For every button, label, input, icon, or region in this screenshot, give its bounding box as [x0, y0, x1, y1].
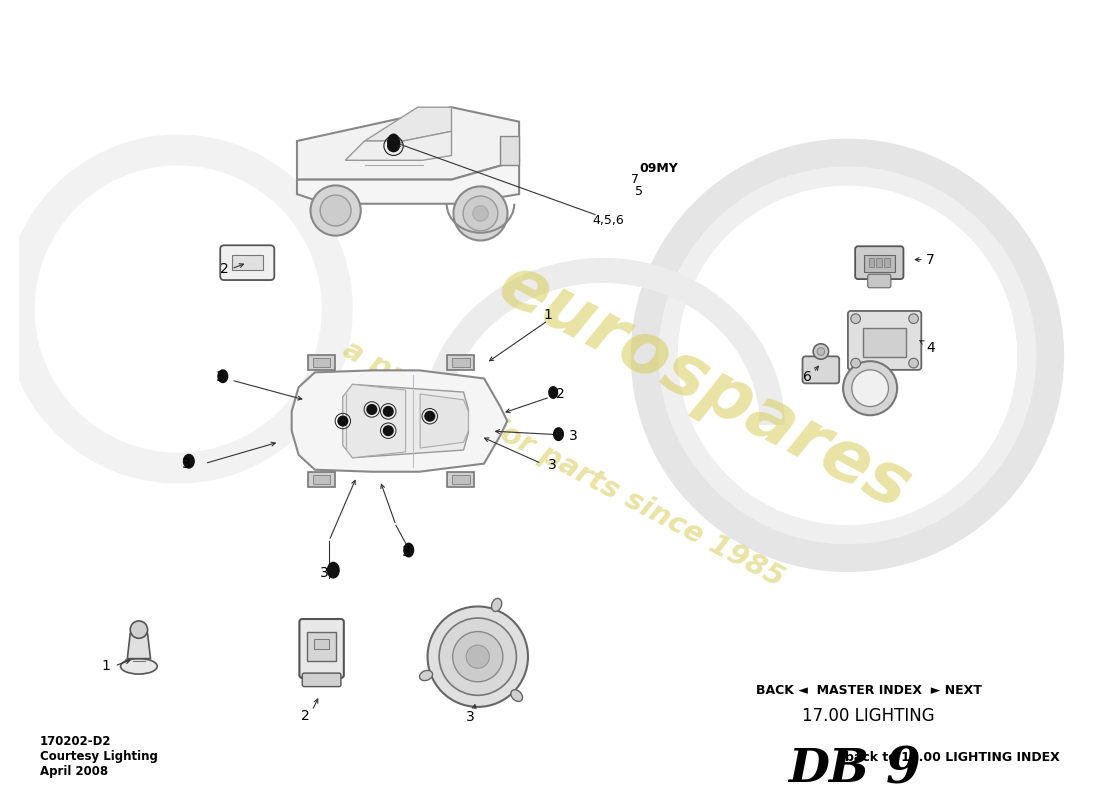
Text: 5: 5	[635, 185, 643, 198]
Circle shape	[35, 166, 321, 452]
Circle shape	[813, 344, 828, 359]
Text: 170202-D2
Courtesy Lighting
April 2008: 170202-D2 Courtesy Lighting April 2008	[40, 735, 158, 778]
Circle shape	[453, 186, 507, 241]
FancyBboxPatch shape	[299, 619, 344, 678]
Bar	[869, 258, 874, 267]
Bar	[877, 258, 882, 267]
Text: DB: DB	[788, 746, 869, 791]
Circle shape	[466, 645, 490, 668]
Circle shape	[850, 314, 860, 323]
Text: 2: 2	[220, 262, 229, 276]
Circle shape	[909, 314, 918, 323]
Circle shape	[384, 406, 393, 416]
Circle shape	[909, 358, 918, 368]
Ellipse shape	[553, 428, 563, 441]
Bar	[308, 355, 336, 370]
Bar	[864, 328, 906, 358]
Circle shape	[453, 631, 503, 682]
Ellipse shape	[404, 543, 414, 557]
Circle shape	[428, 606, 528, 707]
Polygon shape	[343, 384, 469, 458]
Polygon shape	[297, 160, 519, 204]
Polygon shape	[128, 634, 151, 658]
Bar	[232, 255, 263, 270]
Text: 9: 9	[887, 746, 921, 794]
Text: 1: 1	[101, 659, 110, 673]
Polygon shape	[343, 384, 406, 458]
Text: eurospares: eurospares	[486, 249, 922, 524]
Circle shape	[4, 135, 352, 483]
Circle shape	[384, 426, 393, 435]
Bar	[452, 474, 470, 484]
Bar	[884, 258, 890, 267]
Ellipse shape	[328, 562, 339, 578]
Polygon shape	[345, 131, 451, 160]
Circle shape	[310, 186, 361, 236]
Bar	[308, 472, 336, 487]
Bar	[448, 355, 474, 370]
Text: 09MY: 09MY	[639, 162, 678, 175]
FancyBboxPatch shape	[848, 311, 922, 370]
Circle shape	[367, 405, 376, 414]
Circle shape	[843, 361, 898, 415]
Text: 3: 3	[466, 710, 475, 724]
Text: 3: 3	[548, 458, 557, 472]
Circle shape	[463, 196, 498, 231]
Circle shape	[439, 618, 516, 695]
Text: 3: 3	[569, 430, 578, 443]
Text: 3: 3	[403, 545, 411, 558]
Circle shape	[130, 621, 147, 638]
Bar	[314, 358, 330, 367]
Text: 2: 2	[301, 709, 310, 723]
Circle shape	[473, 206, 488, 221]
Text: a passion for parts since 1985: a passion for parts since 1985	[338, 335, 789, 592]
Ellipse shape	[510, 690, 522, 702]
FancyBboxPatch shape	[803, 356, 839, 383]
Circle shape	[851, 370, 889, 406]
Text: 3: 3	[320, 566, 329, 580]
Text: 4: 4	[926, 341, 935, 354]
Polygon shape	[292, 370, 507, 472]
Text: 7: 7	[631, 173, 639, 186]
Bar	[452, 358, 470, 367]
Ellipse shape	[492, 598, 502, 611]
Circle shape	[850, 358, 860, 368]
Text: 4,5,6: 4,5,6	[593, 214, 625, 226]
FancyBboxPatch shape	[220, 246, 274, 280]
Polygon shape	[297, 107, 519, 180]
Text: 3: 3	[217, 370, 226, 384]
Text: BACK ◄  MASTER INDEX  ► NEXT: BACK ◄ MASTER INDEX ► NEXT	[756, 684, 981, 697]
Bar	[314, 639, 329, 649]
Ellipse shape	[388, 134, 399, 150]
Circle shape	[645, 153, 1050, 558]
Polygon shape	[420, 394, 469, 448]
Text: 6: 6	[803, 370, 812, 384]
Ellipse shape	[419, 670, 432, 681]
Circle shape	[817, 348, 825, 355]
Circle shape	[320, 195, 351, 226]
Circle shape	[388, 140, 399, 152]
Circle shape	[425, 411, 435, 421]
Bar	[864, 255, 894, 272]
FancyBboxPatch shape	[868, 274, 891, 288]
FancyBboxPatch shape	[302, 673, 341, 686]
Ellipse shape	[121, 658, 157, 674]
Bar	[314, 474, 330, 484]
Polygon shape	[364, 107, 451, 141]
Bar	[499, 136, 519, 165]
Ellipse shape	[218, 370, 228, 382]
Circle shape	[338, 416, 348, 426]
Text: 7: 7	[926, 253, 935, 266]
Text: back to 17.00 LIGHTING INDEX: back to 17.00 LIGHTING INDEX	[845, 751, 1060, 764]
Bar	[448, 472, 474, 487]
Ellipse shape	[549, 386, 558, 398]
Bar	[307, 631, 337, 661]
Text: 3: 3	[183, 457, 191, 470]
Text: 17.00 LIGHTING: 17.00 LIGHTING	[802, 707, 935, 725]
Circle shape	[679, 186, 1016, 524]
Text: 2: 2	[557, 387, 565, 401]
FancyBboxPatch shape	[855, 246, 903, 279]
Text: 1: 1	[543, 308, 552, 322]
Ellipse shape	[184, 454, 194, 468]
